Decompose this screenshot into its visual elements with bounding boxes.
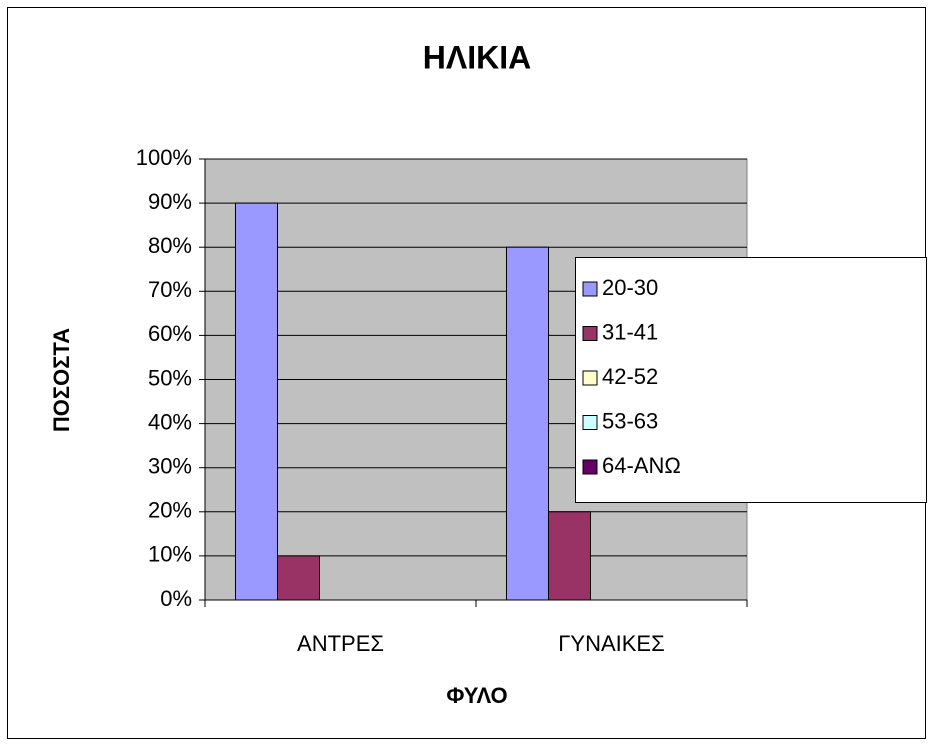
legend-label: 20-30: [602, 275, 658, 300]
y-tick-label: 70%: [148, 277, 192, 302]
x-axis-label: ΦΥΛΟ: [446, 683, 507, 708]
legend-label: 53-63: [602, 408, 658, 433]
y-tick-label: 30%: [148, 454, 192, 479]
legend-label: 31-41: [602, 319, 658, 344]
legend-box: [575, 257, 927, 503]
legend-label: 64-ΑΝΩ: [602, 453, 681, 478]
x-tick-label: ΑΝΤΡΕΣ: [297, 631, 384, 656]
y-tick-label: 20%: [148, 498, 192, 523]
legend-swatch: [582, 281, 598, 297]
y-tick-label: 50%: [148, 365, 192, 390]
y-tick-label: 90%: [148, 189, 192, 214]
y-tick-label: 100%: [136, 145, 192, 170]
y-tick-label: 80%: [148, 233, 192, 258]
chart-title: ΗΛΙΚΙΑ: [423, 39, 531, 75]
y-tick-label: 0%: [160, 586, 192, 611]
legend-swatch: [582, 326, 598, 341]
legend-swatch: [582, 415, 598, 430]
bar: [276, 555, 320, 601]
legend-label: 42-52: [602, 364, 658, 389]
y-tick-label: 40%: [148, 409, 192, 434]
bar: [505, 246, 549, 601]
y-tick-label: 60%: [148, 321, 192, 346]
y-tick-label: 10%: [148, 542, 192, 567]
x-tick-label: ΓΥΝΑΙΚΕΣ: [558, 631, 664, 656]
y-axis-label: ΠΟΣΟΣΤΑ: [49, 328, 74, 432]
legend-swatch: [582, 370, 598, 386]
bar: [234, 202, 278, 601]
legend-swatch: [582, 459, 598, 475]
bar: [547, 511, 591, 601]
